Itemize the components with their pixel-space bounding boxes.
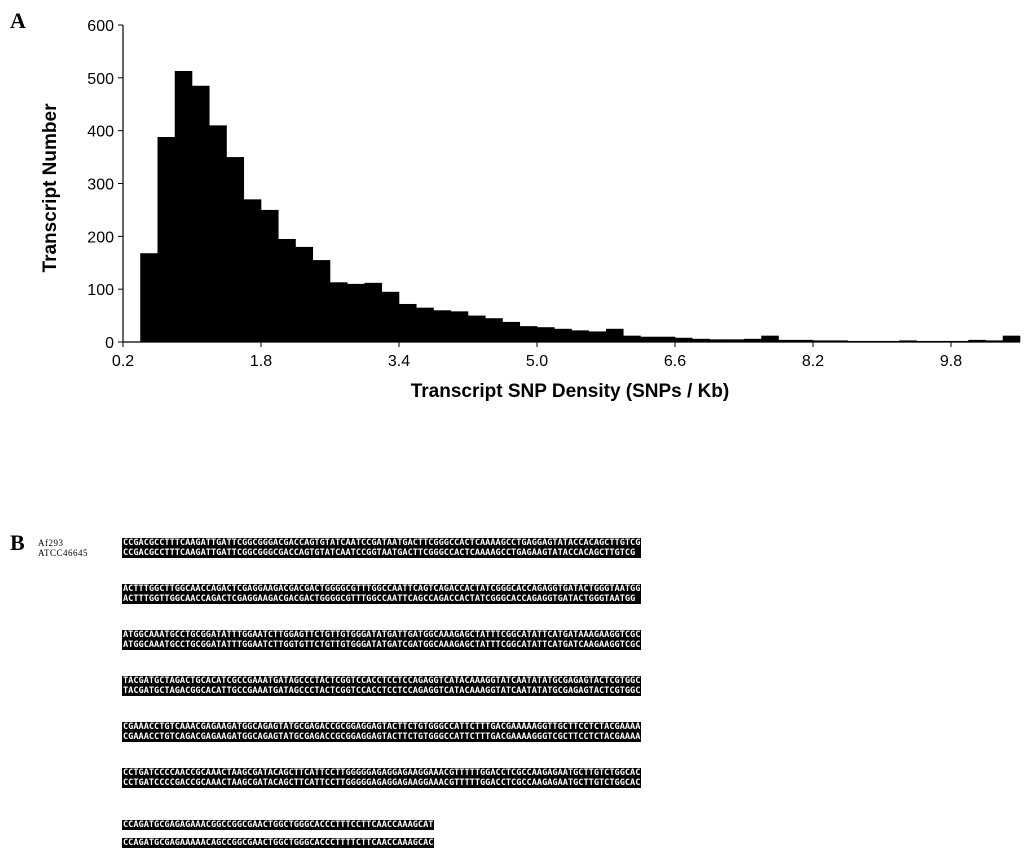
histogram-bar — [174, 70, 193, 342]
alignment-block: ACTTTGGCTTGGCAACCAGACTCGAGGAAGACGACGACTG… — [122, 584, 642, 604]
histogram-bar — [899, 340, 917, 342]
histogram-bar — [261, 209, 279, 342]
histogram-bar — [882, 340, 900, 342]
histogram-bar — [726, 339, 745, 342]
histogram-bar — [450, 311, 469, 342]
histogram-bars — [140, 70, 1021, 342]
x-tick-label: 9.8 — [940, 353, 962, 370]
y-tick-label: 200 — [87, 229, 114, 246]
histogram-bar — [761, 335, 779, 342]
y-tick-label: 500 — [87, 71, 114, 88]
histogram-bar — [416, 307, 434, 342]
alignment-block: CCAGATGCGAGAGAAACGGCCGGCGAACTGGCTGGGCACC… — [122, 814, 435, 850]
histogram-bar — [830, 340, 848, 342]
histogram-bar — [192, 85, 210, 342]
y-tick-label: 0 — [105, 335, 114, 352]
x-tick-label: 6.6 — [664, 353, 686, 370]
histogram-bar — [381, 291, 400, 342]
histogram-bar — [692, 338, 710, 342]
histogram-bar — [709, 339, 728, 342]
histogram-bar — [675, 337, 693, 342]
sequence-line-af293: CGAAACCTGTCAAACGAGAAGATGGCAGAGTATGCGAGAC… — [122, 722, 642, 732]
histogram-chart: 0 100 200 300 400 500 600 0.2 1.8 3.4 5.0 6.6 8.2 9.… — [40, 18, 1021, 402]
y-tick-label: 600 — [87, 18, 114, 35]
histogram-bar — [916, 340, 935, 342]
histogram-bar — [1002, 335, 1021, 342]
histogram-bar — [226, 157, 245, 342]
histogram-bar — [364, 282, 383, 342]
x-tick-label: 8.2 — [802, 353, 824, 370]
histogram-bar — [951, 340, 969, 342]
histogram-bar — [502, 321, 521, 342]
sequence-line-af293: ACTTTGGCTTGGCAACCAGACTCGAGGAAGACGACGACTG… — [122, 584, 642, 594]
histogram-bar — [347, 283, 365, 342]
sequence-line-af293: ATGGCAAATGCCTGCGGATATTTGGAATCTTGGAGTTCTG… — [122, 630, 642, 640]
histogram-bar — [864, 340, 883, 342]
sequence-names: Af293 ATCC46645 — [38, 538, 88, 558]
panel-a-label: A — [10, 8, 26, 33]
panel-b-label: B — [10, 530, 25, 555]
histogram-bar — [657, 336, 676, 342]
sequence-name-atcc46645: ATCC46645 — [38, 548, 89, 558]
sequence-line-atcc46645: CCGACGCCTTTCAAGATTGATTCGGCGGGCGACCAGTGTA… — [122, 548, 642, 558]
histogram-bar — [468, 315, 486, 342]
x-tick-label: 5.0 — [526, 353, 548, 370]
sequence-line-atcc46645: ACTTTGGTTGGCAACCAGACTCGAGGAAGACGACGACTGG… — [122, 594, 642, 604]
sequence-line-af293: CCTGATCCCCAACCGCAAACTAAGCGATACAGCTTCATTC… — [122, 768, 642, 778]
histogram-bar — [519, 326, 538, 342]
histogram-bar — [399, 303, 417, 342]
y-tick-label: 300 — [87, 177, 114, 194]
histogram-bar — [209, 125, 227, 342]
histogram-bar — [278, 238, 296, 342]
y-tick-label: 400 — [87, 124, 114, 141]
histogram-bar — [847, 340, 866, 342]
sequence-line-atcc46645: CGAAACCTGTCAGACGAGAAGATGGCAGAGTATGCGAGAC… — [122, 732, 642, 742]
x-axis-label: Transcript SNP Density (SNPs / Kb) — [411, 381, 730, 402]
histogram-bar — [537, 327, 555, 342]
y-axis-label: Transcript Number — [40, 103, 61, 273]
y-axis: 0 100 200 300 400 500 600 — [87, 18, 124, 352]
histogram-bar — [485, 318, 503, 342]
histogram-bar — [588, 331, 607, 342]
histogram-bar — [968, 339, 986, 342]
alignment-block: TACGATGCTAGACTGCACATCGCCGAAATGATAGCCCTAC… — [122, 676, 642, 696]
histogram-bar — [606, 328, 624, 342]
histogram-bar — [640, 336, 659, 342]
sequence-line-af293: TACGATGCTAGACTGCACATCGCCGAAATGATAGCCCTAC… — [122, 676, 642, 686]
alignment-block: CCGACGCCTTTCAAGATTGATTCGGCGGGACGACCAGTGT… — [122, 538, 642, 558]
histogram-bar — [433, 310, 452, 342]
histogram-bar — [623, 335, 641, 342]
sequence-name-af293: Af293 — [38, 538, 64, 548]
histogram-bar — [554, 328, 572, 342]
alignment-block: CCTGATCCCCAACCGCAAACTAAGCGATACAGCTTCATTC… — [122, 768, 642, 788]
sequence-line-af293: CCAGATGCGAGAGAAACGGCCGGCGAACTGGCTGGGCACC… — [122, 820, 435, 830]
histogram-bar — [778, 339, 797, 342]
histogram-bar — [312, 260, 331, 342]
sequence-line-atcc46645: TACGATGCTAGACGGCACATTGCCGAAATGATAGCCCTAC… — [122, 686, 642, 696]
alignment-block: CGAAACCTGTCAAACGAGAAGATGGCAGAGTATGCGAGAC… — [122, 722, 642, 742]
histogram-bar — [295, 246, 314, 342]
histogram-bar — [140, 253, 158, 342]
histogram-bar — [571, 330, 590, 342]
histogram-bar — [795, 339, 814, 342]
histogram-bar — [985, 340, 1004, 342]
x-tick-label: 1.8 — [250, 353, 272, 370]
histogram-bar — [744, 338, 762, 342]
histogram-bar — [933, 340, 952, 342]
histogram-bar — [243, 199, 262, 342]
sequence-line-af293: CCGACGCCTTTCAAGATTGATTCGGCGGGACGACCAGTGT… — [122, 538, 642, 548]
sequence-line-atcc46645: CCTGATCCCCGACCGCAAACTAAGCGATACAGCTTCATTC… — [122, 778, 642, 788]
y-tick-label: 100 — [87, 282, 114, 299]
histogram-bar — [330, 282, 348, 342]
alignment-block: ATGGCAAATGCCTGCGGATATTTGGAATCTTGGAGTTCTG… — [122, 630, 642, 650]
histogram-bar — [157, 137, 176, 342]
x-tick-label: 0.2 — [112, 353, 134, 370]
x-tick-label: 3.4 — [388, 353, 410, 370]
histogram-bar — [813, 340, 831, 342]
sequence-line-atcc46645: ATGGCAAATGCCTGCGGATATTTGGAATCTTGGTGTTCTG… — [122, 640, 642, 650]
x-axis: 0.2 1.8 3.4 5.0 6.6 8.2 9.8 — [112, 341, 1020, 370]
